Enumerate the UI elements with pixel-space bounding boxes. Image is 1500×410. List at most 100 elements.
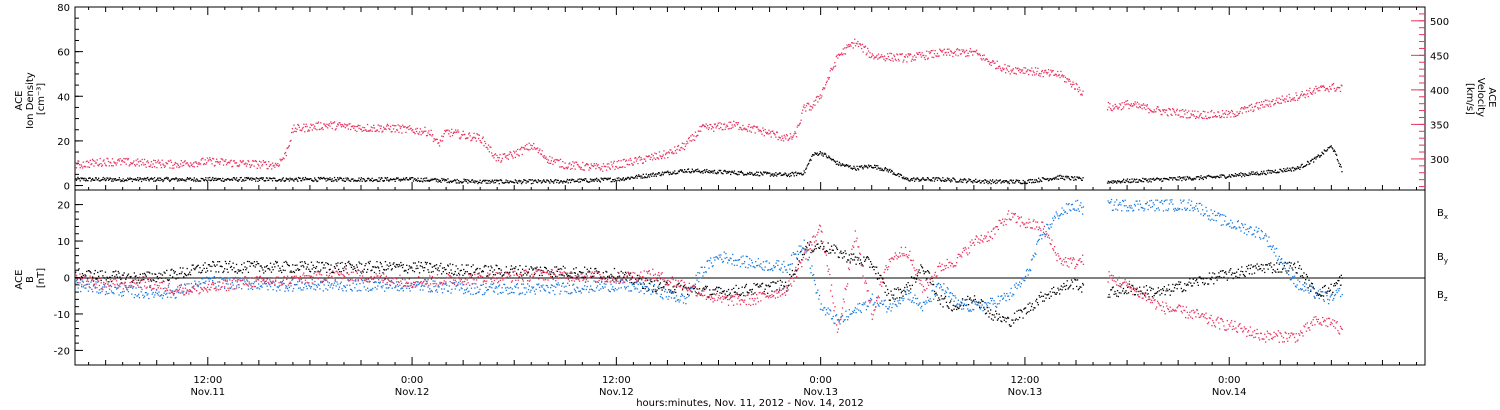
velocity-point (134, 164, 136, 166)
bx-point (750, 291, 753, 293)
density-point (848, 165, 850, 168)
density-point (99, 180, 101, 182)
density-point (1334, 150, 1336, 153)
velocity-point (81, 165, 83, 167)
bx-point (947, 306, 949, 308)
velocity-point (995, 67, 998, 69)
velocity-point (363, 127, 366, 129)
bx-point (1219, 275, 1221, 278)
velocity-point (237, 165, 239, 167)
bx-point (883, 282, 885, 284)
bx-point (1068, 287, 1070, 289)
density-point (1255, 173, 1257, 176)
density-point (634, 177, 636, 179)
bx-point (650, 280, 652, 283)
density-point (749, 173, 752, 175)
density-point (779, 172, 781, 174)
density-point (1271, 170, 1273, 172)
bx-point (564, 267, 566, 269)
density-point (232, 179, 234, 181)
bx-point (410, 266, 412, 268)
velocity-point (572, 161, 574, 163)
density-point (403, 178, 405, 181)
velocity-point (779, 137, 782, 139)
bx-point (146, 271, 148, 273)
density-point (1246, 174, 1248, 176)
velocity-point (645, 160, 647, 162)
density-point (751, 172, 753, 174)
density-point (553, 180, 556, 182)
bx-point (1204, 282, 1206, 284)
velocity-point (1290, 98, 1293, 101)
velocity-point (203, 163, 205, 165)
velocity-point (97, 164, 99, 166)
density-point (658, 172, 660, 174)
velocity-point (391, 131, 393, 133)
velocity-point (143, 164, 145, 166)
density-point (643, 177, 645, 179)
bx-point (156, 275, 158, 278)
velocity-point (776, 131, 778, 133)
density-point (745, 173, 747, 176)
velocity-point (333, 121, 336, 123)
bx-point (1055, 293, 1057, 295)
bx-point (950, 309, 953, 311)
velocity-point (631, 164, 634, 166)
bx-point (464, 272, 466, 275)
velocity-point (1027, 68, 1029, 71)
by-point (141, 288, 143, 291)
bx-point (75, 271, 77, 273)
density-point (696, 170, 698, 173)
velocity-point (386, 125, 388, 127)
density-point (1053, 177, 1055, 179)
density-point (629, 178, 631, 180)
bx-point (1297, 261, 1299, 263)
density-point (956, 181, 958, 183)
bx-point (1179, 281, 1182, 283)
density-point (1025, 182, 1027, 185)
density-point (491, 179, 493, 181)
velocity-point (1013, 72, 1015, 74)
velocity-point (275, 164, 277, 166)
density-point (847, 164, 849, 166)
velocity-point (784, 136, 786, 138)
density-point (298, 177, 300, 179)
bx-point (1179, 283, 1181, 285)
velocity-point (851, 42, 853, 44)
density-point (1002, 181, 1004, 183)
velocity-point (137, 158, 139, 160)
density-point (674, 173, 677, 175)
bx-point (1255, 267, 1257, 269)
density-point (854, 168, 857, 171)
bx-point (1007, 316, 1009, 318)
bx-point (338, 268, 340, 271)
density-point (1216, 175, 1218, 177)
velocity-point (1056, 75, 1058, 77)
density-point (832, 158, 834, 161)
bx-point (966, 298, 968, 301)
density-point (868, 166, 870, 168)
velocity-point (835, 55, 837, 58)
velocity-point (1173, 110, 1175, 112)
bx-point (269, 269, 271, 271)
bx-point (1324, 284, 1326, 287)
density-point (1276, 172, 1278, 174)
bx-point (1037, 304, 1039, 306)
by-point (103, 283, 105, 285)
velocity-point (1150, 110, 1152, 112)
bx-point (714, 289, 716, 291)
density-point (457, 182, 459, 184)
bx-point (458, 274, 461, 276)
velocity-point (838, 54, 841, 57)
bx-point (1185, 284, 1188, 286)
velocity-point (864, 45, 867, 47)
velocity-point (169, 167, 171, 169)
bx-point (660, 287, 662, 289)
density-point (1205, 176, 1207, 178)
bx-point (141, 279, 143, 281)
velocity-point (1312, 91, 1314, 93)
velocity-point (946, 54, 948, 56)
density-point (504, 182, 506, 184)
density-point (559, 180, 562, 182)
velocity-point (412, 129, 414, 131)
